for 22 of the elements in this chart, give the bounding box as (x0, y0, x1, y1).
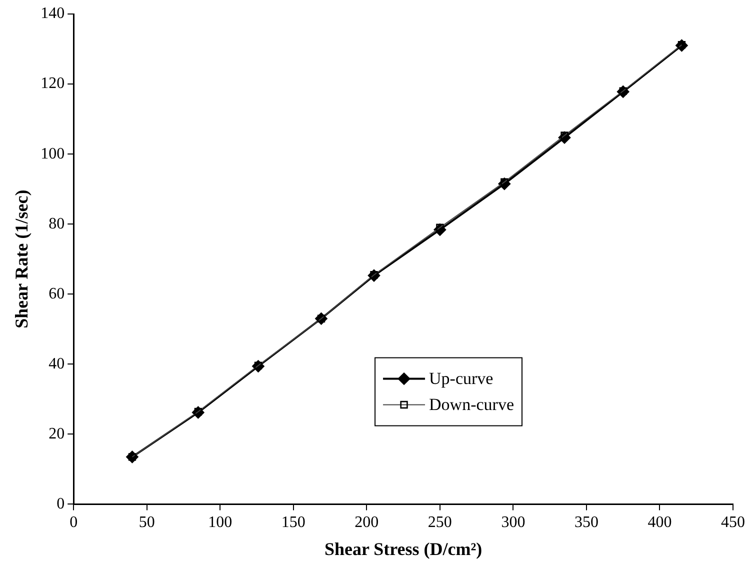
x-tick-label: 450 (721, 514, 745, 532)
x-tick-label: 50 (138, 514, 155, 532)
y-tick-label: 120 (40, 75, 65, 92)
y-tick-label: 60 (48, 285, 65, 302)
y-tick-label: 140 (40, 5, 65, 22)
x-tick-label: 200 (354, 514, 379, 532)
y-tick-label: 80 (48, 215, 65, 232)
y-tick-label: 100 (40, 145, 65, 162)
x-tick-label: 400 (648, 514, 672, 532)
x-tick-label: 0 (70, 514, 78, 532)
y-tick-label: 40 (48, 355, 65, 372)
y-axis-title: Shear Rate (1/sec) (11, 190, 32, 328)
y-tick-label: 0 (56, 495, 65, 512)
x-tick-label: 100 (208, 514, 232, 532)
x-tick-label: 350 (574, 514, 598, 532)
x-tick-label: 250 (428, 514, 452, 532)
x-axis-title: Shear Stress (D/cm²) (324, 538, 482, 559)
legend-label: Down-curve (429, 395, 514, 414)
x-tick-label: 150 (281, 514, 306, 532)
legend-label: Up-curve (429, 369, 494, 388)
y-tick-label: 20 (48, 425, 65, 442)
x-tick-label: 300 (501, 514, 526, 532)
